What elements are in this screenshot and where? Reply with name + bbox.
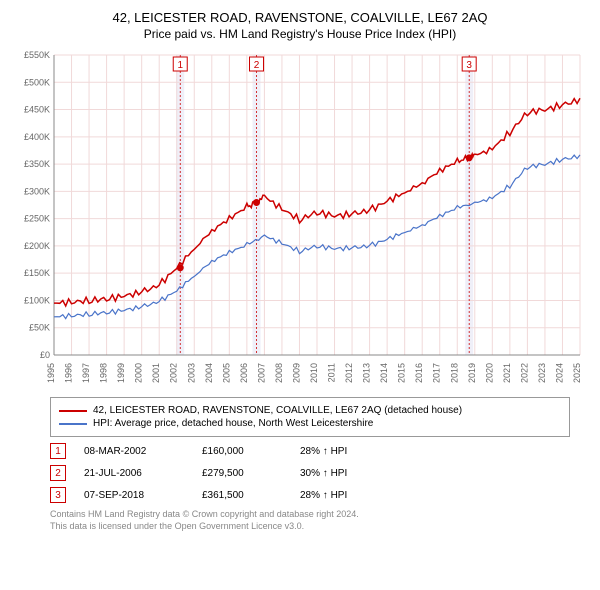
line-chart-svg: £0 £50K £100K £150K £200K £250K £300K £350K £400… <box>10 49 590 389</box>
legend-item: HPI: Average price, detached house, Nort… <box>59 418 561 429</box>
svg-text:2008: 2008 <box>274 363 284 383</box>
svg-text:2022: 2022 <box>519 363 529 383</box>
svg-text:£450K: £450K <box>24 105 50 115</box>
chart-container: 42, LEICESTER ROAD, RAVENSTONE, COALVILL… <box>0 0 600 542</box>
sale-date: 21-JUL-2006 <box>84 468 184 479</box>
chart-title: 42, LEICESTER ROAD, RAVENSTONE, COALVILL… <box>10 10 590 25</box>
sales-list: 1 08-MAR-2002 £160,000 28% ↑ HPI 2 21-JUL-200… <box>50 443 570 503</box>
svg-text:2016: 2016 <box>414 363 424 383</box>
sale-hpi: 30% ↑ HPI <box>300 468 380 479</box>
svg-text:2018: 2018 <box>449 363 459 383</box>
legend-item: 42, LEICESTER ROAD, RAVENSTONE, COALVILL… <box>59 405 561 416</box>
svg-text:2: 2 <box>254 60 260 71</box>
svg-text:2011: 2011 <box>327 363 337 382</box>
svg-text:2025: 2025 <box>572 363 582 383</box>
sale-badge: 2 <box>50 465 66 481</box>
svg-text:£200K: £200K <box>24 241 50 251</box>
svg-text:£350K: £350K <box>24 159 50 169</box>
svg-text:£0: £0 <box>40 350 50 360</box>
sale-row: 1 08-MAR-2002 £160,000 28% ↑ HPI <box>50 443 570 459</box>
sale-badge: 3 <box>50 487 66 503</box>
svg-text:1999: 1999 <box>116 363 126 383</box>
legend: 42, LEICESTER ROAD, RAVENSTONE, COALVILL… <box>50 397 570 437</box>
svg-text:2006: 2006 <box>239 363 249 383</box>
svg-text:2002: 2002 <box>169 363 179 383</box>
svg-text:£150K: £150K <box>24 268 50 278</box>
svg-text:£50K: £50K <box>29 323 50 333</box>
svg-text:£300K: £300K <box>24 186 50 196</box>
legend-label: 42, LEICESTER ROAD, RAVENSTONE, COALVILL… <box>93 405 462 416</box>
svg-text:2013: 2013 <box>362 363 372 383</box>
sale-date: 07-SEP-2018 <box>84 490 184 501</box>
svg-text:£250K: £250K <box>24 214 50 224</box>
chart-subtitle: Price paid vs. HM Land Registry's House … <box>10 27 590 41</box>
svg-text:1997: 1997 <box>81 363 91 383</box>
sale-hpi: 28% ↑ HPI <box>300 446 380 457</box>
svg-text:2001: 2001 <box>151 363 161 383</box>
svg-text:2010: 2010 <box>309 363 319 383</box>
svg-text:2000: 2000 <box>134 363 144 383</box>
sale-price: £160,000 <box>202 446 282 457</box>
sale-price: £279,500 <box>202 468 282 479</box>
svg-text:2017: 2017 <box>432 363 442 383</box>
legend-label: HPI: Average price, detached house, Nort… <box>93 418 373 429</box>
svg-text:£100K: £100K <box>24 295 50 305</box>
sale-date: 08-MAR-2002 <box>84 446 184 457</box>
legend-swatch <box>59 410 87 412</box>
svg-text:2020: 2020 <box>484 363 494 383</box>
svg-text:1995: 1995 <box>46 363 56 383</box>
chart-area: £0 £50K £100K £150K £200K £250K £300K £350K £400… <box>10 49 590 389</box>
svg-text:2023: 2023 <box>537 363 547 383</box>
sale-badge: 1 <box>50 443 66 459</box>
footer-line-2: This data is licensed under the Open Gov… <box>50 521 570 533</box>
svg-text:2019: 2019 <box>467 363 477 383</box>
legend-swatch <box>59 423 87 425</box>
svg-text:2004: 2004 <box>204 363 214 383</box>
svg-text:2014: 2014 <box>379 363 389 383</box>
svg-text:2009: 2009 <box>291 363 301 383</box>
svg-text:2005: 2005 <box>221 363 231 383</box>
footer-attribution: Contains HM Land Registry data © Crown c… <box>50 509 570 532</box>
svg-text:2021: 2021 <box>502 363 512 383</box>
svg-text:2007: 2007 <box>256 363 266 383</box>
svg-text:2024: 2024 <box>554 363 564 383</box>
svg-text:1998: 1998 <box>99 363 109 383</box>
sale-hpi: 28% ↑ HPI <box>300 490 380 501</box>
sale-row: 3 07-SEP-2018 £361,500 28% ↑ HPI <box>50 487 570 503</box>
svg-text:2015: 2015 <box>397 363 407 383</box>
svg-text:1996: 1996 <box>64 363 74 383</box>
svg-text:£500K: £500K <box>24 77 50 87</box>
sale-price: £361,500 <box>202 490 282 501</box>
svg-text:£400K: £400K <box>24 132 50 142</box>
svg-text:3: 3 <box>466 60 472 71</box>
svg-text:2003: 2003 <box>186 363 196 383</box>
svg-text:1: 1 <box>177 60 183 71</box>
svg-text:2012: 2012 <box>344 363 354 383</box>
footer-line-1: Contains HM Land Registry data © Crown c… <box>50 509 570 521</box>
svg-text:£550K: £550K <box>24 50 50 60</box>
sale-row: 2 21-JUL-2006 £279,500 30% ↑ HPI <box>50 465 570 481</box>
